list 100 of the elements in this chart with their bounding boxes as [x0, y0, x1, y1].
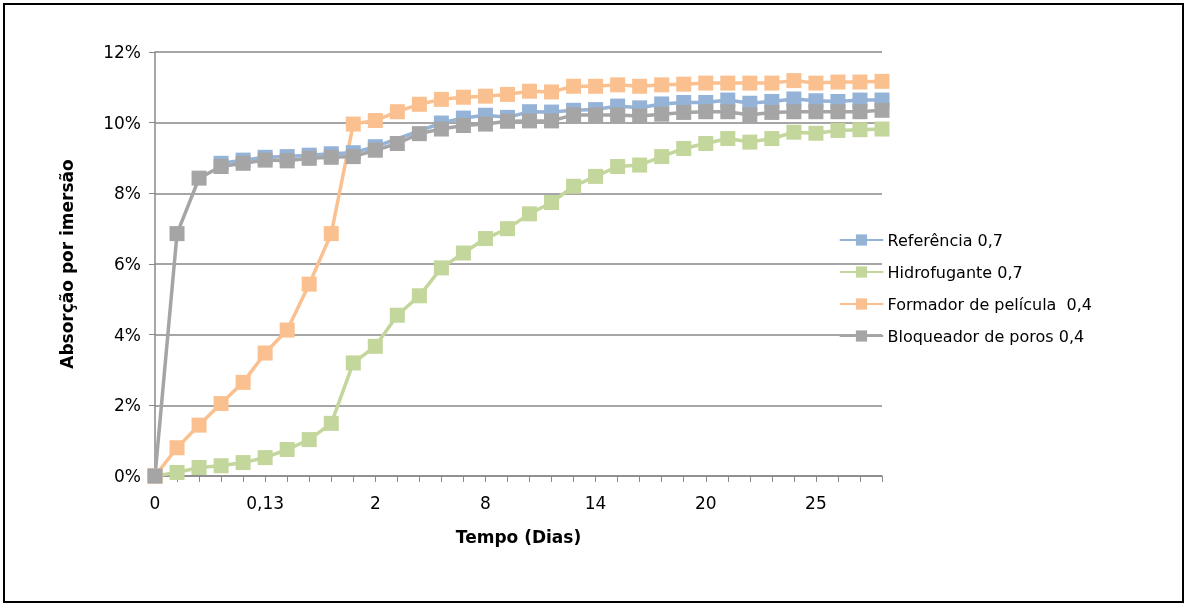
point [676, 104, 692, 120]
y-tick-label: 8% [114, 183, 141, 204]
point [455, 245, 471, 261]
point [588, 168, 604, 184]
point [566, 178, 582, 194]
point [191, 170, 207, 186]
point [830, 104, 846, 120]
point [522, 83, 538, 99]
point [720, 131, 736, 147]
y-tick-label: 12% [103, 42, 141, 62]
point [764, 104, 780, 120]
point [698, 104, 714, 120]
point [588, 107, 604, 123]
point [499, 221, 515, 237]
point [786, 73, 802, 89]
point [455, 89, 471, 105]
point [345, 149, 361, 165]
point [389, 104, 405, 120]
point [433, 91, 449, 107]
y-tick-label: 2% [114, 395, 141, 416]
point [323, 226, 339, 242]
point [279, 442, 295, 457]
point [213, 458, 229, 474]
point [808, 104, 824, 120]
point [808, 125, 824, 141]
point [499, 86, 515, 102]
point [257, 345, 273, 361]
point [588, 78, 604, 94]
y-tick-label: 6% [114, 254, 141, 274]
point [786, 104, 802, 120]
point [191, 460, 207, 476]
point [742, 134, 758, 150]
legend-label: Bloqueador de poros 0,4 [887, 326, 1085, 346]
point [455, 117, 471, 133]
point [830, 122, 846, 138]
point [698, 136, 714, 152]
point [191, 417, 207, 433]
point [808, 75, 824, 91]
point [499, 113, 515, 129]
point [544, 113, 560, 129]
point [213, 396, 229, 412]
point [411, 288, 427, 304]
point [169, 464, 185, 480]
point [433, 260, 449, 276]
point [632, 78, 648, 94]
point [411, 126, 427, 142]
x-tick-label: 20 [694, 492, 717, 513]
point [676, 140, 692, 156]
x-tick-label: 2 [369, 492, 381, 513]
y-tick-label: 4% [114, 324, 141, 345]
point [411, 96, 427, 112]
point [786, 124, 802, 140]
point [301, 432, 317, 448]
point [764, 75, 780, 91]
point [654, 149, 670, 165]
point [257, 450, 273, 466]
legend-label: Referência 0,7 [887, 230, 1004, 250]
legend-label: Hidrofugante 0,7 [887, 262, 1023, 282]
x-tick-label: 0 [149, 492, 161, 513]
point [566, 107, 582, 123]
point [367, 338, 383, 354]
point [301, 276, 317, 292]
point [874, 102, 890, 118]
point [654, 106, 670, 122]
x-tick-label: 25 [805, 492, 827, 513]
point [874, 73, 890, 89]
point [477, 116, 493, 132]
point [367, 113, 383, 129]
point [522, 113, 538, 129]
point [632, 108, 648, 124]
point [566, 78, 582, 94]
x-tick-label: 0,13 [246, 492, 285, 513]
y-tick-label: 10% [103, 112, 141, 133]
point [654, 77, 670, 93]
point [345, 355, 361, 371]
x-tick-label: 8 [480, 492, 491, 513]
point [676, 76, 692, 92]
point [433, 121, 449, 137]
point [610, 107, 626, 123]
y-axis-title: Absorção por imersão [56, 159, 77, 369]
point [764, 131, 780, 147]
point [522, 206, 538, 222]
y-tick-label: 0% [114, 466, 141, 486]
point [279, 153, 295, 169]
point [235, 374, 251, 390]
point [632, 157, 648, 173]
point [852, 74, 868, 90]
point [698, 75, 714, 91]
point [874, 121, 890, 137]
point [345, 116, 361, 132]
point [477, 88, 493, 104]
point [389, 307, 405, 323]
point [610, 158, 626, 174]
point [279, 322, 295, 338]
x-axis-title: Tempo (Dias) [455, 526, 582, 547]
point [169, 440, 185, 456]
point [477, 231, 493, 247]
point [720, 104, 736, 120]
point [544, 195, 560, 211]
point [235, 455, 251, 471]
